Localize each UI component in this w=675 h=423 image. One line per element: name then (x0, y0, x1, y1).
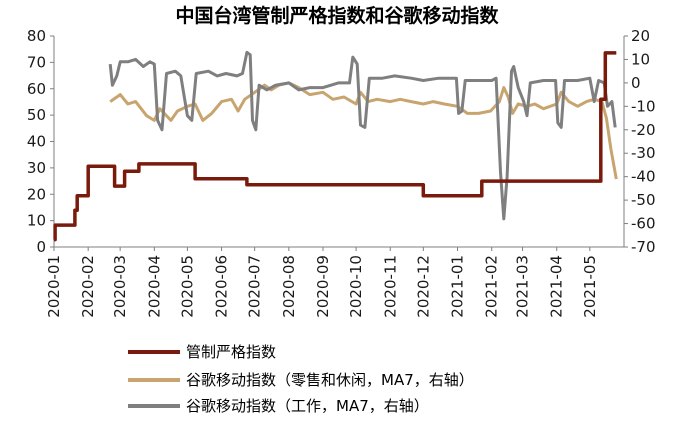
right-tick-label: -40 (631, 168, 656, 186)
left-tick-label: 10 (27, 212, 46, 230)
right-tick-label: -10 (631, 97, 656, 115)
x-tick-label: 2021-03 (514, 255, 532, 318)
x-tick-label: 2020-12 (414, 255, 432, 318)
x-tick-label: 2020-11 (381, 255, 399, 318)
axes: 0 10 20 30 40 50 60 70 80 -70 -60 -50 -40 -30 -20 -10 0 1… (27, 27, 656, 318)
x-tick-label: 2020-04 (145, 255, 163, 318)
legend-label-1: 谷歌移动指数（零售和休闲，MA7，右轴） (186, 371, 474, 389)
x-tick-label: 2020-01 (45, 255, 63, 318)
x-tick-label: 2020-06 (213, 255, 231, 318)
x-tick-label: 2020-03 (111, 255, 129, 318)
x-tick-label: 2020-05 (178, 255, 196, 318)
x-tick-label: 2021-01 (449, 255, 467, 318)
series-line-0 (53, 51, 617, 242)
right-tick-label: 0 (631, 74, 641, 92)
right-tick-label: 20 (631, 27, 650, 45)
right-tick-label: -30 (631, 144, 656, 162)
x-tick-label: 2020-07 (246, 255, 264, 318)
series-layer (53, 50, 618, 242)
x-tick-label: 2020-02 (79, 255, 97, 318)
right-tick-label: -60 (631, 215, 656, 233)
left-tick-label: 40 (27, 133, 46, 151)
x-tick-label: 2021-05 (581, 255, 599, 318)
x-tick-label: 2021-04 (548, 255, 566, 318)
x-tick-label: 2020-08 (280, 255, 298, 318)
left-tick-label: 20 (27, 185, 46, 203)
left-tick-label: 0 (36, 238, 46, 256)
x-tick-label: 2020-10 (347, 255, 365, 318)
left-tick-label: 30 (27, 159, 46, 177)
left-tick-label: 70 (27, 53, 46, 71)
legend-label-0: 管制严格指数 (186, 343, 276, 361)
right-tick-label: -20 (631, 121, 656, 139)
left-tick-label: 80 (27, 27, 46, 45)
legend-label-2: 谷歌移动指数（工作，MA7，右轴） (186, 397, 429, 415)
right-tick-label: 10 (631, 50, 650, 68)
right-tick-label: -70 (631, 238, 656, 256)
right-tick-label: -50 (631, 191, 656, 209)
series-line-2 (108, 50, 617, 221)
chart-title: 中国台湾管制严格指数和谷歌移动指数 (175, 4, 499, 27)
x-tick-label: 2021-02 (483, 255, 501, 318)
x-tick-label: 2020-09 (314, 255, 332, 318)
left-tick-label: 50 (27, 106, 46, 124)
left-tick-label: 60 (27, 80, 46, 98)
